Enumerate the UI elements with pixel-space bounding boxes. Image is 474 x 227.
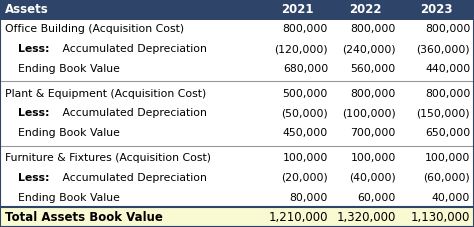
Bar	[0, 148, 474, 168]
Text: 100,000: 100,000	[283, 153, 328, 163]
Text: 800,000: 800,000	[283, 25, 328, 35]
Bar	[0, 84, 474, 104]
Text: 1,320,000: 1,320,000	[337, 211, 396, 224]
Text: 100,000: 100,000	[425, 153, 470, 163]
Text: 40,000: 40,000	[432, 192, 470, 202]
Bar	[0, 104, 474, 123]
Bar	[0, 0, 474, 20]
Text: Less:: Less:	[18, 109, 49, 118]
Text: 80,000: 80,000	[290, 192, 328, 202]
Text: 100,000: 100,000	[350, 153, 396, 163]
Text: Office Building (Acquisition Cost): Office Building (Acquisition Cost)	[5, 25, 184, 35]
Text: 800,000: 800,000	[425, 89, 470, 99]
Text: 60,000: 60,000	[357, 192, 396, 202]
Text: 2021: 2021	[281, 3, 314, 16]
Text: (150,000): (150,000)	[417, 109, 470, 118]
Text: Assets: Assets	[5, 3, 48, 16]
Text: 700,000: 700,000	[350, 128, 396, 138]
Text: Accumulated Depreciation: Accumulated Depreciation	[59, 109, 207, 118]
Text: 2022: 2022	[349, 3, 382, 16]
Text: 500,000: 500,000	[283, 89, 328, 99]
Bar	[0, 168, 474, 188]
Bar	[0, 207, 474, 227]
Text: Less:: Less:	[18, 44, 49, 54]
Text: 440,000: 440,000	[425, 64, 470, 74]
Text: Less:: Less:	[18, 173, 49, 183]
Text: 800,000: 800,000	[425, 25, 470, 35]
Text: (60,000): (60,000)	[423, 173, 470, 183]
Text: 560,000: 560,000	[351, 64, 396, 74]
Bar	[0, 39, 474, 59]
Text: (50,000): (50,000)	[281, 109, 328, 118]
Bar	[0, 123, 474, 143]
Text: 450,000: 450,000	[283, 128, 328, 138]
Text: 650,000: 650,000	[425, 128, 470, 138]
Text: 1,210,000: 1,210,000	[268, 211, 328, 224]
Bar	[0, 20, 474, 39]
Text: (40,000): (40,000)	[349, 173, 396, 183]
Text: (120,000): (120,000)	[274, 44, 328, 54]
Text: (20,000): (20,000)	[281, 173, 328, 183]
Bar	[0, 59, 474, 79]
Text: 2023: 2023	[420, 3, 453, 16]
Text: Plant & Equipment (Acquisition Cost): Plant & Equipment (Acquisition Cost)	[5, 89, 206, 99]
Text: 680,000: 680,000	[283, 64, 328, 74]
Text: (360,000): (360,000)	[417, 44, 470, 54]
Text: (100,000): (100,000)	[342, 109, 396, 118]
Text: (240,000): (240,000)	[342, 44, 396, 54]
Text: Accumulated Depreciation: Accumulated Depreciation	[59, 44, 207, 54]
Text: Accumulated Depreciation: Accumulated Depreciation	[59, 173, 207, 183]
Text: Furniture & Fixtures (Acquisition Cost): Furniture & Fixtures (Acquisition Cost)	[5, 153, 211, 163]
Text: Ending Book Value: Ending Book Value	[18, 128, 120, 138]
Text: Ending Book Value: Ending Book Value	[18, 192, 120, 202]
Bar	[0, 188, 474, 207]
Text: 800,000: 800,000	[350, 89, 396, 99]
Text: 1,130,000: 1,130,000	[411, 211, 470, 224]
Text: Ending Book Value: Ending Book Value	[18, 64, 120, 74]
Text: 800,000: 800,000	[350, 25, 396, 35]
Text: Total Assets Book Value: Total Assets Book Value	[5, 211, 163, 224]
